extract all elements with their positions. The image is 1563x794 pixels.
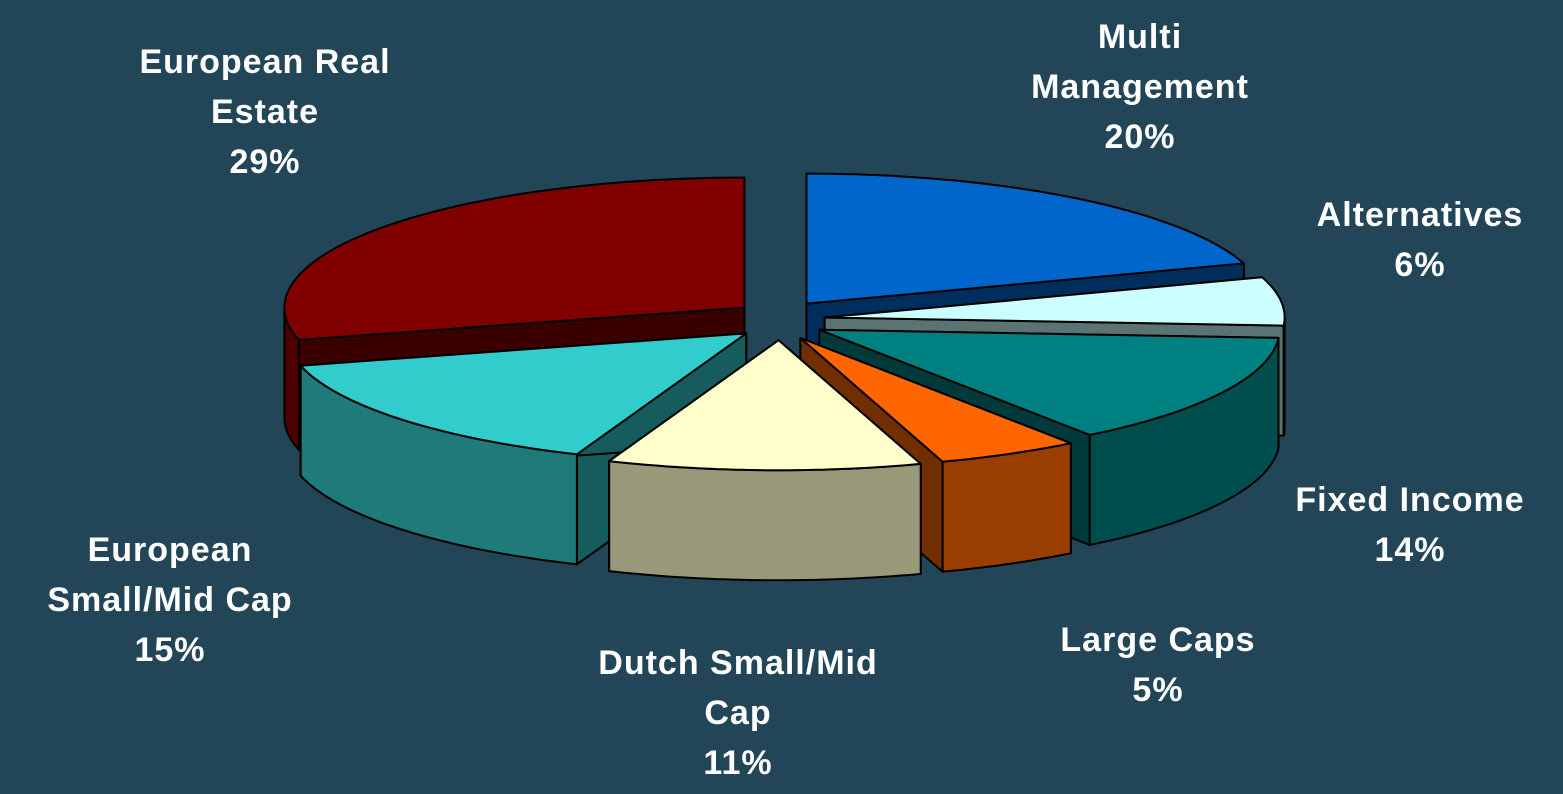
category-name: Multi Management [1030, 12, 1250, 112]
slice-wall [609, 461, 921, 580]
value-label: 14% [1250, 525, 1563, 575]
value-label: 29% [95, 137, 435, 187]
category-name: Dutch Small/Mid Cap [573, 638, 903, 738]
value-label: 6% [1270, 240, 1563, 290]
category-name: European Small/Mid Cap [10, 525, 330, 625]
page: (() => { const data = JSON.parse(documen… [0, 0, 1563, 794]
category-name: Fixed Income [1250, 475, 1563, 525]
slice-wall [943, 443, 1071, 572]
value-label: 15% [10, 625, 330, 675]
slice-wall [1284, 318, 1285, 436]
category-name: Alternatives [1270, 190, 1563, 240]
value-label: 11% [573, 738, 903, 788]
value-label: 5% [1008, 665, 1308, 715]
category-name: European Real Estate [95, 37, 435, 137]
category-name: Large Caps [1008, 615, 1308, 665]
value-label: 20% [1030, 112, 1250, 162]
